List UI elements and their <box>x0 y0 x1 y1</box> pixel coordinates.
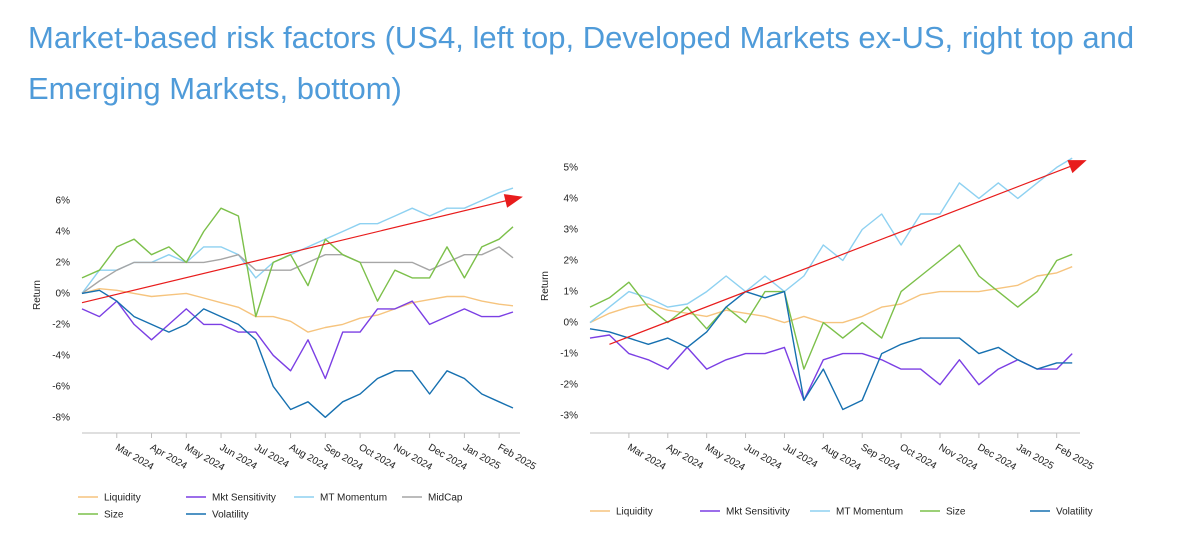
x-tick-label: Jan 2025 <box>1014 442 1056 472</box>
series-line-midcap <box>81 246 514 294</box>
x-tick-label: Aug 2024 <box>820 442 863 473</box>
x-tick-label: Jan 2025 <box>461 442 503 472</box>
y-axis-title: Return <box>32 280 43 310</box>
series-line-size <box>81 207 514 318</box>
legend-label-size: Size <box>104 510 124 521</box>
legend-label-mkt-sensitivity: Mkt Sensitivity <box>212 493 276 504</box>
y-tick-label: 4% <box>564 193 579 204</box>
x-tick-label: Jun 2024 <box>742 442 784 472</box>
legend-label-mt-momentum: MT Momentum <box>320 493 387 504</box>
x-tick-label: Oct 2024 <box>357 442 398 472</box>
y-tick-label: -8% <box>52 412 70 423</box>
x-tick-label: Jul 2024 <box>781 442 820 471</box>
x-tick-label: Nov 2024 <box>937 442 980 473</box>
series-line-volatility <box>81 289 514 418</box>
y-tick-label: 1% <box>564 287 579 298</box>
x-tick-label: May 2024 <box>703 442 747 474</box>
y-tick-label: -2% <box>52 319 70 330</box>
y-axis-title: Return <box>540 271 551 301</box>
legend-label-midcap: MidCap <box>428 493 463 504</box>
legend-label-volatility: Volatility <box>212 510 249 521</box>
y-tick-label: 6% <box>56 195 71 206</box>
y-tick-label: -1% <box>560 349 578 360</box>
trend-arrow-head <box>1067 160 1087 174</box>
y-tick-label: -2% <box>560 380 578 391</box>
y-tick-label: 0% <box>56 288 71 299</box>
series-line-mt-momentum <box>589 157 1073 324</box>
trend-arrow-head <box>503 194 523 208</box>
slide-title: Market-based risk factors (US4, left top… <box>28 20 1135 106</box>
series-line-mt-momentum <box>81 187 514 294</box>
y-tick-label: 4% <box>56 226 71 237</box>
y-tick-label: 2% <box>56 257 71 268</box>
x-tick-label: Mar 2024 <box>625 442 667 473</box>
x-tick-label: Feb 2025 <box>1053 442 1095 473</box>
legend-label-size: Size <box>946 507 966 518</box>
y-tick-label: 5% <box>564 162 579 173</box>
y-tick-label: -6% <box>52 381 70 392</box>
legend-label-mkt-sensitivity: Mkt Sensitivity <box>726 507 790 518</box>
x-tick-label: Dec 2024 <box>975 442 1018 473</box>
x-tick-label: Jul 2024 <box>252 442 291 471</box>
y-tick-label: -3% <box>560 411 578 422</box>
x-tick-label: Sep 2024 <box>859 442 902 473</box>
y-tick-label: -4% <box>52 350 70 361</box>
x-tick-label: Oct 2024 <box>898 442 939 472</box>
legend-label-liquidity: Liquidity <box>616 507 653 518</box>
series-line-liquidity <box>81 288 514 333</box>
series-line-volatility <box>589 290 1073 411</box>
legend-label-mt-momentum: MT Momentum <box>836 507 903 518</box>
y-tick-label: 0% <box>564 318 579 329</box>
legend-label-volatility: Volatility <box>1056 507 1093 518</box>
y-tick-label: 3% <box>564 224 579 235</box>
trend-arrow-line <box>609 160 1085 345</box>
x-tick-label: Mar 2024 <box>113 442 155 473</box>
x-tick-label: Apr 2024 <box>664 442 705 472</box>
series-line-mkt-sensitivity <box>589 334 1073 401</box>
x-tick-label: Apr 2024 <box>148 442 189 472</box>
series-line-liquidity <box>589 266 1073 324</box>
series-line-mkt-sensitivity <box>81 300 514 380</box>
legend-label-liquidity: Liquidity <box>104 493 141 504</box>
y-tick-label: 2% <box>564 256 579 267</box>
trend-arrow-line <box>81 196 521 304</box>
series-line-size <box>589 244 1073 370</box>
